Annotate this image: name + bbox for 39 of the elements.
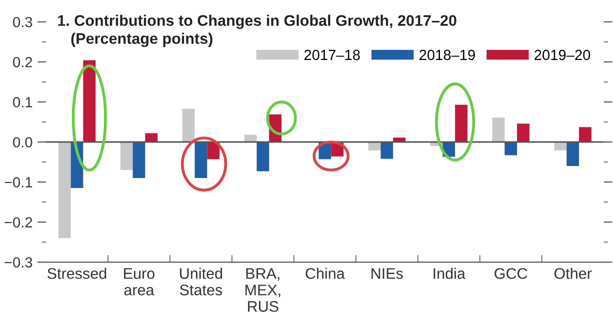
bar: [58, 142, 71, 238]
y-tick-label: −0.1: [4, 177, 32, 188]
x-tick-label: United States: [180, 268, 222, 296]
bar: [579, 127, 592, 142]
bar: [145, 133, 158, 142]
x-tick-label: GCC: [494, 268, 528, 279]
y-tick-label: 0.2: [13, 57, 32, 68]
x-tick-label: NIEs: [372, 268, 403, 279]
bar: [368, 142, 381, 150]
bar: [517, 124, 530, 142]
x-tick-label: China: [306, 268, 345, 279]
legend-label: 2017–18: [304, 50, 360, 60]
x-tick-label: Stressed: [48, 268, 106, 279]
bar: [83, 60, 96, 142]
y-tick-label: 0.0: [13, 137, 32, 148]
x-tick-label: India: [434, 268, 466, 279]
bar: [554, 142, 567, 150]
y-tick-label: −0.2: [4, 217, 32, 228]
bar: [256, 142, 270, 172]
bar: [492, 118, 505, 142]
y-tick-label: −0.3: [4, 257, 32, 268]
bar: [207, 142, 220, 160]
bar: [380, 142, 394, 159]
bar: [194, 142, 208, 178]
bar: [455, 104, 468, 142]
y-tick-label: 0.3: [13, 16, 32, 28]
chart-title: 1. Contributions to Changes in Global Growth, 2017–20: [58, 14, 456, 29]
bar: [120, 142, 133, 170]
bar: [132, 142, 146, 178]
legend-label: 2018–19: [420, 50, 475, 60]
y-tick-label: 0.1: [13, 97, 32, 108]
bar: [566, 142, 580, 166]
bar: [182, 108, 195, 142]
legend-label: 2019–20: [534, 50, 590, 60]
x-tick-label: Other: [554, 268, 592, 279]
x-tick-label: BRA, MEX, RUS: [245, 268, 280, 312]
bar: [504, 142, 518, 156]
text: (Percentage points): [71, 32, 212, 48]
x-tick-label: Euro area: [124, 268, 154, 296]
